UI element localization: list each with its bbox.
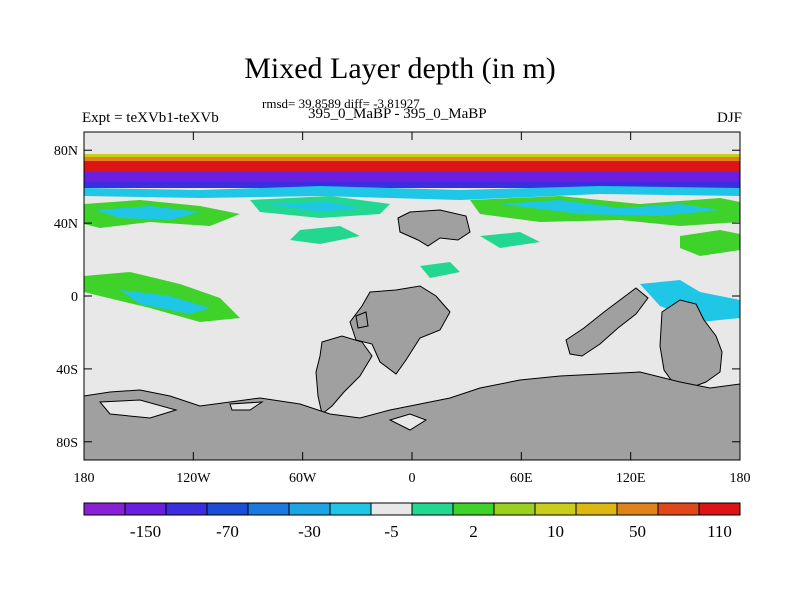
- blob-green-nw: [290, 226, 360, 244]
- lon-tick-label: 120W: [176, 471, 211, 486]
- blob-cyan-west: [96, 206, 200, 220]
- colorbar-swatch: [616, 502, 659, 516]
- colorbar-label: 110: [707, 522, 732, 541]
- colorbar-swatch: [206, 502, 249, 516]
- colorbar-label: -70: [216, 522, 239, 541]
- lon-tick-label: 0: [409, 471, 416, 486]
- land-south-america: [315, 335, 373, 415]
- stats-label: rmsd= 39.8589 diff= -3.81927: [262, 96, 420, 111]
- colorbar-swatch: [575, 502, 618, 516]
- lon-tick-label: 180: [74, 471, 95, 486]
- map-field: [84, 154, 740, 460]
- ocean-gap-1: [98, 399, 178, 419]
- lon-tick-label: 180: [730, 471, 751, 486]
- colorbar-swatch: [329, 502, 372, 516]
- land-greenland: [397, 209, 471, 247]
- colorbar-label: 50: [629, 522, 646, 541]
- colorbar-swatch: [124, 502, 167, 516]
- colorbar-labels: -150 -70 -30 -5 2 10 50 110: [130, 522, 732, 541]
- colorbar-swatch: [534, 502, 577, 516]
- colorbar-label: -5: [384, 522, 398, 541]
- colorbar-label: -150: [130, 522, 161, 541]
- colorbar-swatch: [493, 502, 536, 516]
- blob-green-ne: [480, 232, 540, 248]
- land-small-island: [355, 311, 369, 329]
- band-red: [84, 160, 740, 173]
- colorbar-swatch: [452, 502, 495, 516]
- lat-tick-label: 80N: [54, 144, 78, 159]
- lat-tick-label: 40N: [54, 217, 78, 232]
- colorbar-label: 10: [547, 522, 564, 541]
- blob-cyan-mid: [270, 202, 360, 212]
- lon-tick-label: 120E: [616, 471, 646, 486]
- band-yellow: [84, 154, 740, 157]
- experiment-label: Expt = teXVb1-teXVb: [82, 110, 219, 126]
- colorbar-swatch: [698, 502, 741, 516]
- land-australia: [659, 299, 723, 389]
- band-purple: [84, 172, 740, 184]
- blob-cyan-east: [500, 200, 720, 216]
- land-africa: [349, 285, 451, 375]
- chart-title: Mixed Layer depth (in m): [244, 52, 556, 85]
- lon-tick-label: 60W: [289, 471, 317, 486]
- colorbar-swatch: [657, 502, 700, 516]
- comparison-label: 395_0_MaBP - 395_0_MaBP: [308, 106, 487, 122]
- season-label: DJF: [716, 110, 742, 126]
- lat-axis: 80N 40N 0 40S 80S: [54, 144, 740, 451]
- lat-tick-label: 80S: [56, 436, 78, 451]
- colorbar-swatch: [370, 502, 413, 516]
- blob-cyan-tropic: [120, 290, 210, 314]
- blob-cyan-indo: [640, 280, 740, 322]
- ocean-gap-2: [229, 401, 264, 411]
- band-lightblue: [84, 186, 740, 200]
- lat-tick-label: 0: [71, 290, 78, 305]
- colorbar: [83, 502, 741, 516]
- colorbar-swatch: [83, 502, 126, 516]
- ocean-gap-3: [388, 413, 428, 431]
- colorbar-label: 2: [469, 522, 478, 541]
- colorbar-swatch: [165, 502, 208, 516]
- land-india: [565, 287, 649, 357]
- blob-green-atl: [420, 262, 460, 278]
- lon-tick-label: 60E: [510, 471, 533, 486]
- colorbar-swatch: [411, 502, 454, 516]
- lon-axis: 180 120W 60W 0 60E 120E 180: [74, 132, 751, 486]
- band-blue: [84, 182, 740, 188]
- colorbar-swatch: [247, 502, 290, 516]
- band-orange: [84, 157, 740, 161]
- lat-tick-label: 40S: [56, 363, 78, 378]
- colorbar-label: -30: [298, 522, 321, 541]
- blob-green-pac: [680, 230, 740, 256]
- colorbar-swatch: [288, 502, 331, 516]
